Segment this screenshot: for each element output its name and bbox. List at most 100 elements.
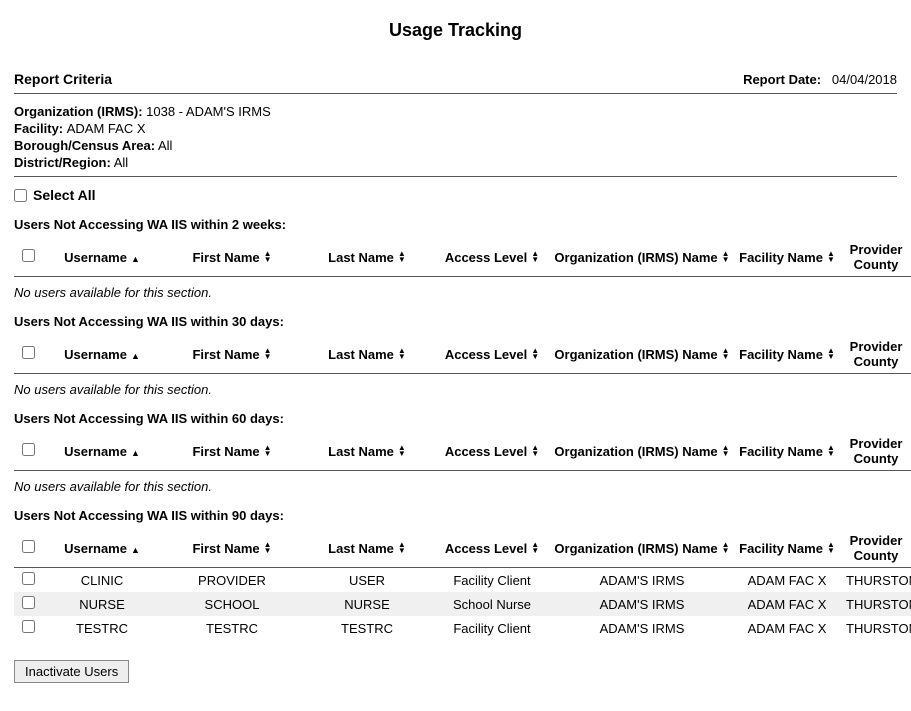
cell-provider-county: THURSTON (842, 592, 911, 616)
cell-first-name: PROVIDER (162, 568, 302, 593)
cell-access-level: Facility Client (432, 616, 552, 640)
empty-message: No users available for this section. (14, 382, 897, 397)
sort-asc-icon (131, 347, 140, 362)
cell-org-name: ADAM'S IRMS (552, 568, 732, 593)
col-last-name[interactable]: Last Name (302, 335, 432, 374)
criteria-district-value: All (114, 155, 128, 170)
col-username[interactable]: Username (42, 432, 162, 471)
users-table: Username First Name Last Name Access Lev… (14, 432, 911, 471)
col-access-level[interactable]: Access Level (432, 238, 552, 277)
sort-icon (531, 445, 539, 457)
criteria-borough-label: Borough/Census Area: (14, 138, 155, 153)
col-access-level[interactable]: Access Level (432, 432, 552, 471)
report-date-value: 04/04/2018 (832, 72, 897, 87)
sort-icon (264, 445, 272, 457)
cell-facility-name: ADAM FAC X (732, 592, 842, 616)
sort-icon (531, 251, 539, 263)
row-checkbox[interactable] (22, 596, 35, 609)
section-select-all-checkbox[interactable] (22, 249, 35, 262)
sort-icon (264, 542, 272, 554)
report-date-label: Report Date: (743, 72, 821, 87)
col-org-name[interactable]: Organization (IRMS) Name (552, 238, 732, 277)
col-org-name[interactable]: Organization (IRMS) Name (552, 432, 732, 471)
inactivate-users-button[interactable]: Inactivate Users (14, 660, 129, 683)
users-table: Username First Name Last Name Access Lev… (14, 335, 911, 374)
col-provider-county[interactable]: Provider County (842, 432, 911, 471)
cell-username: NURSE (42, 592, 162, 616)
criteria-facility-value: ADAM FAC X (67, 121, 146, 136)
empty-message: No users available for this section. (14, 479, 897, 494)
col-last-name[interactable]: Last Name (302, 432, 432, 471)
col-org-name[interactable]: Organization (IRMS) Name (552, 529, 732, 568)
cell-last-name: TESTRC (302, 616, 432, 640)
col-first-name[interactable]: First Name (162, 432, 302, 471)
section-select-all-checkbox[interactable] (22, 540, 35, 553)
criteria-org-label: Organization (IRMS): (14, 104, 143, 119)
users-table: Username First Name Last Name Access Lev… (14, 238, 911, 277)
row-checkbox[interactable] (22, 572, 35, 585)
row-checkbox[interactable] (22, 620, 35, 633)
sort-asc-icon (131, 250, 140, 265)
select-all-checkbox[interactable] (14, 189, 27, 202)
table-row: CLINIC PROVIDER USER Facility Client ADA… (14, 568, 911, 593)
section-title: Users Not Accessing WA IIS within 60 day… (14, 411, 897, 426)
sort-icon (398, 542, 406, 554)
sort-icon (398, 445, 406, 457)
report-criteria-label: Report Criteria (14, 71, 112, 87)
col-facility-name[interactable]: Facility Name (732, 335, 842, 374)
divider (14, 176, 897, 177)
section-title: Users Not Accessing WA IIS within 90 day… (14, 508, 897, 523)
sort-icon (827, 445, 835, 457)
criteria-borough-value: All (158, 138, 172, 153)
cell-org-name: ADAM'S IRMS (552, 616, 732, 640)
col-provider-county[interactable]: Provider County (842, 238, 911, 277)
col-facility-name[interactable]: Facility Name (732, 529, 842, 568)
col-first-name[interactable]: First Name (162, 335, 302, 374)
sort-icon (827, 348, 835, 360)
cell-last-name: NURSE (302, 592, 432, 616)
cell-access-level: School Nurse (432, 592, 552, 616)
sort-icon (264, 251, 272, 263)
col-username[interactable]: Username (42, 335, 162, 374)
sort-icon (398, 251, 406, 263)
col-facility-name[interactable]: Facility Name (732, 432, 842, 471)
criteria-org-value: 1038 - ADAM'S IRMS (146, 104, 271, 119)
sort-icon (827, 251, 835, 263)
col-provider-county[interactable]: Provider County (842, 529, 911, 568)
sort-icon (398, 348, 406, 360)
col-username[interactable]: Username (42, 529, 162, 568)
col-first-name[interactable]: First Name (162, 238, 302, 277)
cell-access-level: Facility Client (432, 568, 552, 593)
section-select-all-checkbox[interactable] (22, 346, 35, 359)
divider (14, 93, 897, 94)
cell-facility-name: ADAM FAC X (732, 568, 842, 593)
section-title: Users Not Accessing WA IIS within 2 week… (14, 217, 897, 232)
table-row: TESTRC TESTRC TESTRC Facility Client ADA… (14, 616, 911, 640)
sort-icon (827, 542, 835, 554)
sort-icon (531, 542, 539, 554)
select-all-label[interactable]: Select All (33, 187, 96, 203)
cell-first-name: TESTRC (162, 616, 302, 640)
col-org-name[interactable]: Organization (IRMS) Name (552, 335, 732, 374)
col-first-name[interactable]: First Name (162, 529, 302, 568)
cell-provider-county: THURSTON (842, 568, 911, 593)
cell-provider-county: THURSTON (842, 616, 911, 640)
col-last-name[interactable]: Last Name (302, 529, 432, 568)
sort-icon (722, 348, 730, 360)
col-access-level[interactable]: Access Level (432, 529, 552, 568)
criteria-facility-label: Facility: (14, 121, 63, 136)
cell-first-name: SCHOOL (162, 592, 302, 616)
col-facility-name[interactable]: Facility Name (732, 238, 842, 277)
col-access-level[interactable]: Access Level (432, 335, 552, 374)
cell-last-name: USER (302, 568, 432, 593)
section-select-all-checkbox[interactable] (22, 443, 35, 456)
cell-org-name: ADAM'S IRMS (552, 592, 732, 616)
col-last-name[interactable]: Last Name (302, 238, 432, 277)
col-provider-county[interactable]: Provider County (842, 335, 911, 374)
sort-icon (722, 251, 730, 263)
cell-facility-name: ADAM FAC X (732, 616, 842, 640)
sort-icon (531, 348, 539, 360)
cell-username: TESTRC (42, 616, 162, 640)
col-username[interactable]: Username (42, 238, 162, 277)
sort-asc-icon (131, 541, 140, 556)
